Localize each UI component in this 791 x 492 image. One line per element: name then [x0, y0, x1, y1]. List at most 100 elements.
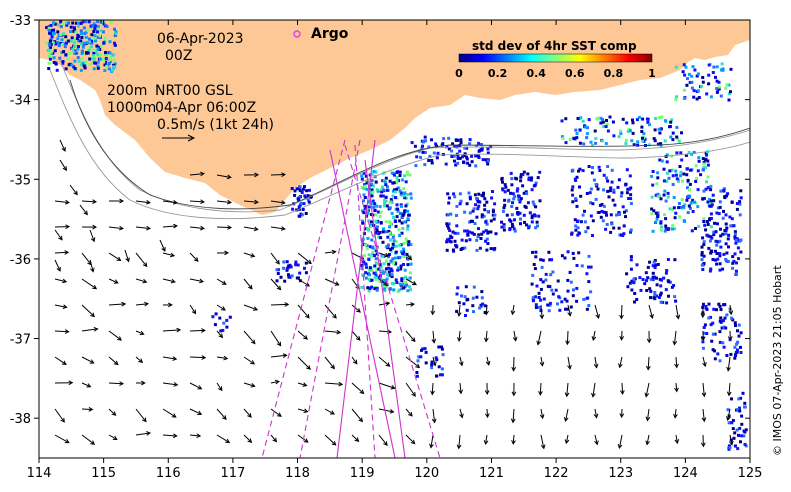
current-vector — [81, 356, 95, 364]
sst-pixel — [480, 148, 484, 152]
sst-pixel — [61, 22, 65, 26]
sst-pixel — [725, 251, 729, 255]
current-vector — [108, 381, 125, 386]
sst-pixel — [675, 151, 679, 155]
sst-pixel — [394, 250, 398, 254]
sst-pixel — [64, 41, 68, 45]
sst-pixel — [688, 81, 692, 84]
sst-pixel — [506, 188, 510, 192]
current-vector — [378, 382, 396, 390]
sst-pixel — [716, 257, 720, 261]
current-vector — [324, 381, 344, 387]
sst-pixel — [103, 24, 107, 28]
sst-pixel — [493, 213, 497, 217]
sst-pixel — [732, 436, 736, 440]
sst-pixel — [715, 262, 719, 266]
sst-pixel — [578, 167, 582, 171]
sst-pixel — [83, 41, 87, 45]
sst-pixel — [700, 258, 704, 262]
sst-pixel — [370, 268, 374, 272]
sst-pixel — [715, 243, 719, 247]
sst-pixel — [381, 255, 385, 259]
current-vector — [700, 330, 706, 342]
sst-pixel — [594, 137, 598, 140]
sst-pixel — [287, 273, 290, 277]
sst-pixel — [485, 248, 489, 252]
sst-pixel — [92, 51, 96, 55]
sst-pixel — [629, 255, 633, 259]
sst-pixel — [708, 269, 712, 273]
lon-tick-label: 120 — [414, 466, 439, 481]
current-vector — [430, 304, 436, 316]
sst-pixel — [536, 224, 539, 228]
sst-pixel — [225, 325, 229, 329]
sst-pixel — [663, 139, 667, 143]
current-vector — [108, 301, 127, 307]
sst-pixel — [573, 177, 577, 181]
sst-pixel — [695, 97, 699, 101]
sst-pixel — [661, 300, 665, 304]
sst-pixel — [403, 174, 407, 178]
sst-pixel — [548, 258, 552, 262]
sst-pixel — [400, 231, 404, 235]
sst-pixel — [98, 48, 102, 51]
sst-pixel — [400, 221, 404, 225]
sst-pixel — [709, 199, 713, 203]
sst-pixel — [694, 179, 698, 183]
sst-pixel — [533, 267, 537, 271]
current-vector — [270, 434, 278, 443]
sst-pixel — [702, 189, 706, 193]
sst-pixel — [392, 261, 395, 265]
sst-pixel — [453, 231, 457, 235]
sst-pixel — [571, 185, 575, 189]
sst-pixel — [59, 41, 63, 45]
longitude-axis: 114 115 116 117 118 119 120 121 122 123 124 125 — [27, 20, 762, 481]
sst-pixel — [491, 190, 494, 193]
sst-pixel — [681, 70, 685, 74]
sst-pixel — [707, 73, 711, 77]
current-vector — [378, 408, 395, 414]
sst-pixel — [743, 442, 747, 446]
sst-pixel — [483, 203, 487, 207]
sst-pixel — [672, 196, 676, 199]
sst-pixel — [480, 232, 484, 236]
sst-pixel — [81, 45, 85, 49]
sst-pixel — [501, 209, 505, 213]
sst-pixel — [367, 253, 371, 257]
sst-pixel — [589, 140, 593, 144]
sst-pixel — [525, 192, 529, 195]
current-vector — [297, 252, 312, 265]
sst-pixel — [522, 191, 526, 195]
sst-pixel — [674, 173, 678, 177]
sst-pixel — [447, 147, 451, 151]
sst-pixel — [112, 53, 116, 57]
sst-pixel — [391, 181, 395, 185]
sst-pixel — [694, 227, 697, 230]
sst-pixel — [459, 141, 463, 144]
sst-pixel — [482, 191, 485, 195]
sst-pixel — [516, 187, 520, 191]
satellite-track — [336, 139, 376, 458]
sst-pixel — [466, 297, 470, 301]
sst-pixel — [402, 276, 406, 280]
sst-pixel — [486, 162, 490, 166]
sst-pixel — [721, 216, 725, 220]
sst-pixel — [367, 257, 371, 261]
sst-pixel — [503, 203, 507, 207]
sst-pixel — [667, 280, 671, 284]
sst-pixel — [77, 45, 80, 48]
current-vector — [81, 199, 98, 204]
current-vector — [108, 198, 125, 204]
current-vector — [591, 330, 597, 342]
sst-pixel — [629, 228, 633, 232]
sst-pixel — [665, 179, 669, 183]
sst-pixel — [709, 212, 713, 216]
sst-pixel — [669, 280, 672, 284]
current-vector — [430, 382, 435, 396]
sst-pixel — [656, 211, 660, 215]
sst-pixel — [693, 200, 696, 204]
sst-pixel — [738, 426, 742, 430]
sst-pixel — [639, 288, 643, 292]
sst-pixel — [79, 39, 83, 43]
sst-pixel — [743, 401, 747, 405]
